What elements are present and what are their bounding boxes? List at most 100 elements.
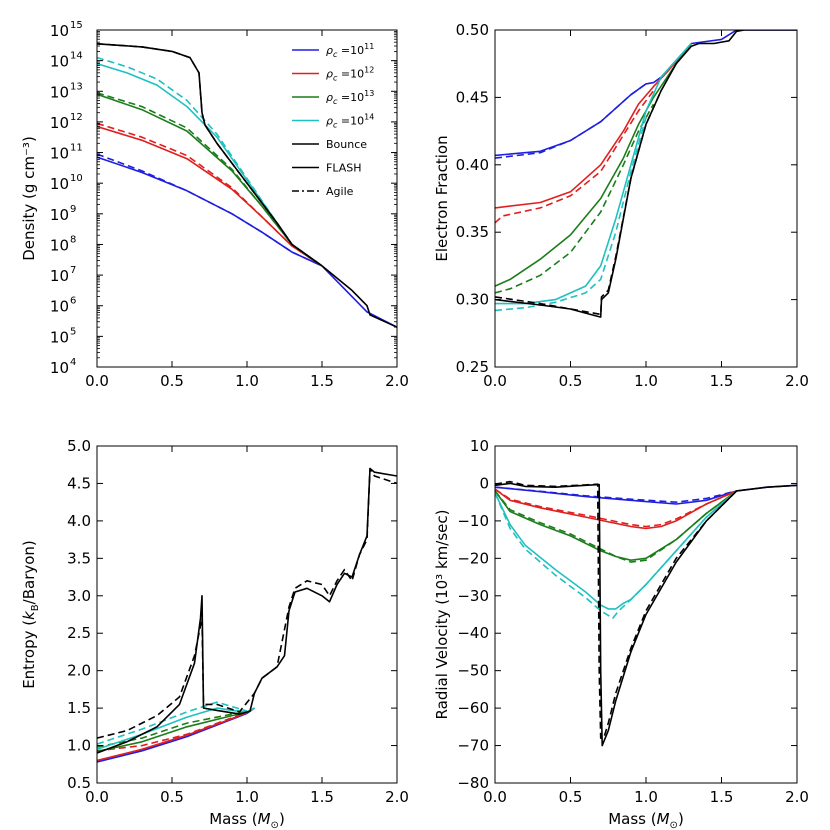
- x-tick-label: 1.0: [235, 788, 259, 806]
- panel-radial-velocity: 0.0 0.5 1.0 1.5 2.0 10 0 −10 −20 −30 −40 −50 −60 −70 −…: [433, 437, 809, 830]
- series-line: [495, 103, 655, 294]
- y-tick-label: 10: [50, 175, 69, 193]
- y-tick-label: 10: [50, 267, 69, 285]
- x-axis-label: Mass (M⊙): [209, 810, 285, 830]
- y-tick-label: 10: [50, 53, 69, 71]
- series-group: [97, 467, 397, 763]
- panel-entropy: 0.0 0.5 1.0 1.5 2.00.51.01.52.02.53.03.54.04…: [20, 437, 409, 830]
- x-tick-label: 0.0: [483, 372, 507, 390]
- axes-frame: [494, 29, 798, 368]
- y-tick-label: 10: [470, 437, 489, 455]
- y-tick-label: 10: [50, 22, 69, 40]
- series-line: [495, 42, 692, 305]
- y-tick-label: 10: [50, 83, 69, 101]
- y-tick-exponent: 5: [70, 326, 76, 337]
- x-tick-label: 2.0: [785, 372, 809, 390]
- series-line: [495, 480, 738, 739]
- y-tick-label: 0.35: [456, 223, 489, 241]
- axes-frame: [96, 29, 398, 368]
- legend-label: ρc =1011: [326, 42, 374, 59]
- series-line: [97, 122, 323, 267]
- y-tick-exponent: 12: [70, 112, 83, 123]
- series-line: [495, 117, 647, 312]
- series-group: [495, 30, 797, 318]
- y-axis-label: Radial Velocity (10³ km/sec): [433, 510, 451, 720]
- y-tick-label: 10: [50, 114, 69, 132]
- x-tick-label: 0.5: [160, 372, 184, 390]
- series-line: [97, 56, 323, 267]
- y-tick-label: 1.5: [67, 699, 91, 717]
- series-line: [97, 701, 248, 745]
- series-line: [495, 90, 662, 316]
- x-tick-label: 0.5: [559, 788, 583, 806]
- series-line: [495, 42, 692, 209]
- y-tick-label: 4.5: [67, 474, 91, 492]
- x-tick-label: 1.5: [310, 788, 334, 806]
- x-tick-label: 0.0: [483, 788, 507, 806]
- series-line: [495, 43, 692, 287]
- y-tick-label: 0.30: [456, 291, 489, 309]
- legend-label: FLASH: [326, 162, 362, 175]
- legend: ρc =1011 ρc =1012 ρc =1013 ρc =1014 Bounce FL…: [292, 42, 374, 198]
- y-tick-label: −70: [457, 737, 489, 755]
- x-tick-label: 1.0: [235, 372, 259, 390]
- y-tick-label: 1.0: [67, 737, 91, 755]
- y-axis-label: Density (g cm⁻³): [20, 136, 38, 261]
- x-tick-label: 0.0: [85, 372, 109, 390]
- x-tick-label: 1.5: [710, 788, 734, 806]
- y-tick-exponent: 6: [70, 296, 76, 307]
- series-line: [495, 30, 797, 157]
- y-tick-label: −50: [457, 662, 489, 680]
- series-line: [97, 711, 248, 752]
- y-tick-label: −20: [457, 549, 489, 567]
- y-tick-label: −80: [457, 774, 489, 792]
- x-tick-label: 1.5: [310, 372, 334, 390]
- legend-label: Agile: [326, 185, 354, 198]
- series-line: [97, 467, 397, 739]
- legend-label: Bounce: [326, 138, 367, 151]
- y-tick-label: 10: [50, 328, 69, 346]
- series-line: [495, 30, 797, 318]
- x-tick-label: 1.0: [634, 372, 658, 390]
- y-tick-label: 10: [50, 359, 69, 377]
- y-tick-label: 0.5: [67, 774, 91, 792]
- y-tick-exponent: 9: [70, 204, 76, 215]
- series-line: [495, 484, 797, 505]
- y-tick-label: −40: [457, 624, 489, 642]
- y-tick-label: 0: [479, 474, 489, 492]
- y-tick-label: −30: [457, 587, 489, 605]
- series-group: [495, 480, 797, 747]
- series-line: [495, 490, 738, 563]
- y-tick-label: 0.45: [456, 88, 489, 106]
- axes-frame: [96, 445, 398, 784]
- x-tick-label: 1.5: [710, 372, 734, 390]
- y-tick-label: 0.50: [456, 21, 489, 39]
- y-tick-label: 10: [50, 298, 69, 316]
- y-tick-label: −10: [457, 512, 489, 530]
- x-tick-label: 0.0: [85, 788, 109, 806]
- series-line: [97, 153, 323, 267]
- x-tick-label: 2.0: [385, 372, 409, 390]
- x-tick-label: 0.5: [559, 372, 583, 390]
- y-tick-label: 5.0: [67, 437, 91, 455]
- y-tick-label: 10: [50, 236, 69, 254]
- y-tick-label: 0.40: [456, 156, 489, 174]
- series-line: [97, 62, 323, 267]
- x-tick-label: 0.5: [160, 788, 184, 806]
- x-tick-label: 2.0: [785, 788, 809, 806]
- y-tick-label: 10: [50, 145, 69, 163]
- y-tick-exponent: 8: [70, 234, 76, 245]
- y-tick-exponent: 7: [70, 265, 76, 276]
- series-line: [97, 43, 323, 267]
- series-line: [495, 488, 737, 530]
- y-tick-exponent: 4: [70, 357, 76, 368]
- x-tick-label: 1.0: [634, 788, 658, 806]
- y-tick-exponent: 13: [70, 81, 83, 92]
- y-tick-label: 3.0: [67, 587, 91, 605]
- y-tick-label: 3.5: [67, 549, 91, 567]
- y-tick-label: 4.0: [67, 512, 91, 530]
- legend-label: ρc =1014: [326, 113, 374, 130]
- series-line: [495, 486, 737, 503]
